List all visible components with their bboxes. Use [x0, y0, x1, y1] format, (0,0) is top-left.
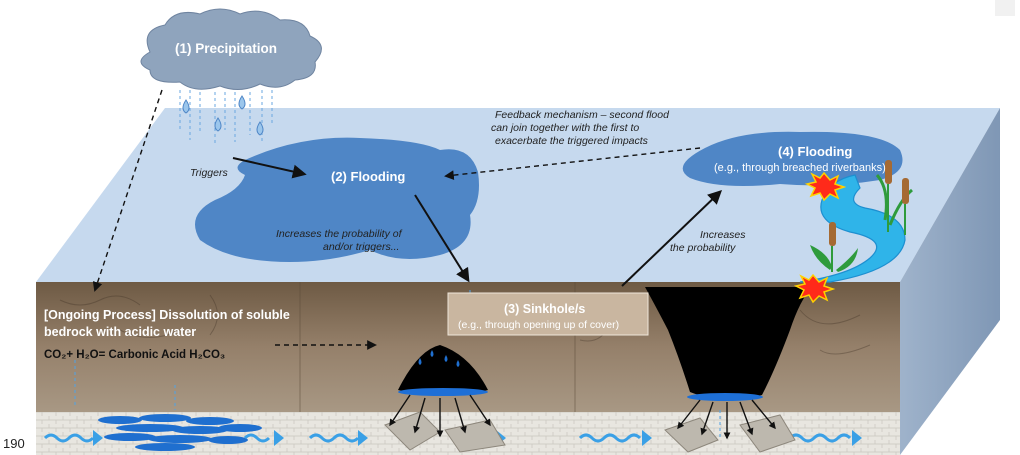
label-formula: CO₂+ H₂O= Carbonic Acid H₂CO₃ [44, 349, 226, 361]
annotation-feedback-1: Feedback mechanism – second flood [495, 109, 669, 121]
label-flooding-4: (4) Flooding [778, 144, 853, 159]
annotation-triggers: Triggers [190, 167, 228, 179]
sinkhole-small [398, 345, 488, 396]
page-number: 190 [3, 436, 25, 451]
label-sinkhole: (3) Sinkhole/s [504, 302, 586, 316]
flood-pool-2 [195, 137, 479, 262]
label-flooding-4-sub: (e.g., through breached riverbanks) [714, 162, 886, 174]
annotation-feedback-2: can join together with the first to [491, 122, 640, 134]
cloud-icon [140, 8, 322, 90]
annotation-increases-prob-1: Increases [700, 229, 746, 241]
label-flooding-2: (2) Flooding [331, 169, 406, 184]
label-precipitation: (1) Precipitation [175, 41, 278, 56]
flood-pool-4 [682, 131, 903, 186]
label-ongoing-line1: [Ongoing Process] Dissolution of soluble [44, 308, 290, 322]
label-sinkhole-sub: (e.g., through opening up of cover) [458, 319, 620, 331]
annotation-increases-prob-2: the probability [670, 242, 736, 254]
reeds-icon [810, 160, 913, 272]
sinkhole-label-box [447, 292, 649, 336]
dissolution-cavities [98, 414, 262, 451]
sinkhole-large [645, 287, 812, 400]
label-ongoing-line2: bedrock with acidic water [44, 325, 197, 339]
annotation-increases-2: and/or triggers... [323, 241, 400, 253]
annotation-feedback-3: exacerbate the triggered impacts [495, 135, 648, 147]
breach-burst-icon [793, 171, 847, 304]
annotation-increases-1: Increases the probability of [276, 228, 402, 240]
river [799, 174, 906, 283]
block-side [900, 108, 1000, 455]
